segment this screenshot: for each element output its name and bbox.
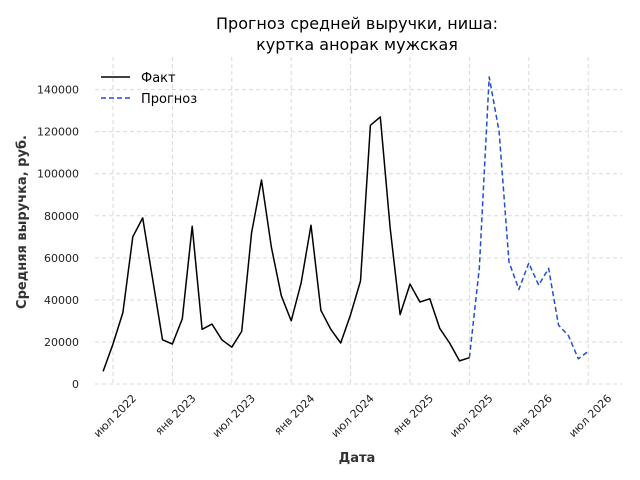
- y-tick-label: 120000: [37, 126, 79, 139]
- legend: Факт Прогноз: [101, 71, 197, 107]
- x-tick-label: янв 2025: [390, 392, 436, 438]
- x-tick-label: июл 2024: [329, 392, 377, 440]
- x-tick-label: июл 2023: [210, 392, 258, 440]
- y-axis-label: Средняя выручка, руб.: [15, 135, 30, 309]
- legend-label-fact: Факт: [141, 71, 176, 86]
- y-tick-label: 140000: [37, 84, 79, 97]
- chart-title-line-1: Прогноз средней выручки, ниша:: [216, 14, 498, 33]
- x-tick-label: янв 2023: [153, 392, 199, 438]
- y-tick-label: 40000: [44, 294, 79, 307]
- x-axis-label: Дата: [339, 451, 376, 466]
- x-tick-label: июл 2026: [566, 392, 614, 440]
- x-tick-label: июл 2025: [447, 392, 495, 440]
- y-tick-label: 0: [72, 378, 79, 391]
- series-lines: [102, 76, 589, 372]
- y-tick-labels: 0 20000 40000 60000 80000 100000 120000 140000: [37, 84, 79, 391]
- series-line-forecast: [468, 76, 589, 360]
- y-tick-label: 80000: [44, 210, 79, 223]
- x-tick-label: янв 2024: [272, 392, 318, 438]
- y-tick-label: 100000: [37, 168, 79, 181]
- grid: [95, 57, 622, 385]
- legend-label-forecast: Прогноз: [141, 92, 197, 107]
- x-tick-label: июл 2022: [91, 392, 139, 440]
- y-tick-label: 20000: [44, 336, 79, 349]
- series-line-fact: [102, 116, 470, 372]
- y-tick-label: 60000: [44, 252, 79, 265]
- x-tick-labels: июл 2022 янв 2023 июл 2023 янв 2024 июл 2024…: [91, 392, 614, 440]
- chart-title-line-2: куртка анорак мужская: [256, 35, 458, 54]
- x-tick-label: янв 2026: [509, 392, 555, 438]
